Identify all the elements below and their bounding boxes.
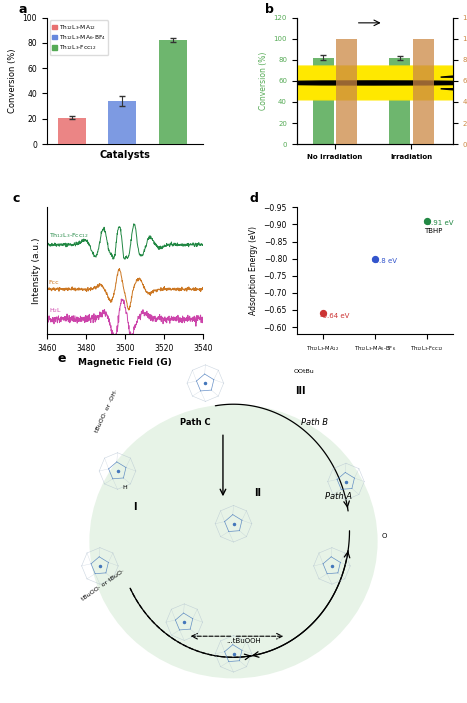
Text: H: H xyxy=(122,484,127,489)
Text: e: e xyxy=(58,352,66,364)
Bar xyxy=(108,101,136,144)
Bar xyxy=(313,58,333,144)
Text: -0.64 eV: -0.64 eV xyxy=(320,313,349,318)
Circle shape xyxy=(128,79,467,86)
Bar xyxy=(159,40,187,144)
Text: tBuOO· or tBuO·: tBuOO· or tBuO· xyxy=(81,569,126,602)
Circle shape xyxy=(240,81,467,85)
Text: Th$_{12}$L$_3$-Fcc$_{12}$: Th$_{12}$L$_3$-Fcc$_{12}$ xyxy=(49,231,89,240)
Y-axis label: Intensity (a.u.): Intensity (a.u.) xyxy=(32,238,41,304)
Legend: Th$_{12}$L$_3$-MA$_{12}$, Th$_{12}$L$_3$-MA$_6$-BF$_4$, Th$_{12}$L$_3$-Fcc$_{12}: Th$_{12}$L$_3$-MA$_{12}$, Th$_{12}$L$_3$… xyxy=(50,20,108,55)
X-axis label: Catalysts: Catalysts xyxy=(99,150,150,160)
Text: Fcc: Fcc xyxy=(49,280,59,285)
Bar xyxy=(336,39,357,144)
Text: ...tBuOOH: ...tBuOOH xyxy=(226,638,262,644)
Point xyxy=(423,215,431,226)
Text: tBuOO· or ·OH·: tBuOO· or ·OH· xyxy=(95,389,119,433)
Text: O: O xyxy=(382,533,387,538)
Bar xyxy=(58,117,86,144)
Ellipse shape xyxy=(89,404,378,678)
Circle shape xyxy=(0,66,467,100)
Text: b: b xyxy=(265,3,274,15)
Wedge shape xyxy=(441,86,467,96)
Text: a: a xyxy=(19,3,27,15)
Y-axis label: Conversion (%): Conversion (%) xyxy=(259,51,268,110)
Text: H$_2$L: H$_2$L xyxy=(49,306,62,314)
Bar xyxy=(389,58,410,144)
Point xyxy=(371,253,379,264)
Text: III: III xyxy=(295,386,305,396)
Text: c: c xyxy=(12,193,20,205)
Y-axis label: Adsorption Energy (eV): Adsorption Energy (eV) xyxy=(249,226,258,315)
Text: I: I xyxy=(134,502,137,512)
Text: TBHP: TBHP xyxy=(425,228,443,234)
Text: Path B: Path B xyxy=(301,418,328,427)
Text: -0.91 eV: -0.91 eV xyxy=(425,220,454,226)
Text: OOtBu: OOtBu xyxy=(293,368,314,373)
Text: Path A: Path A xyxy=(325,492,353,501)
Bar xyxy=(413,39,433,144)
Wedge shape xyxy=(0,78,7,88)
Point xyxy=(319,308,326,319)
Text: -0.8 eV: -0.8 eV xyxy=(372,258,397,264)
Text: d: d xyxy=(250,193,259,205)
Text: II: II xyxy=(255,488,262,498)
Wedge shape xyxy=(441,70,467,79)
Y-axis label: Conversion (%): Conversion (%) xyxy=(8,49,17,113)
Text: Path C: Path C xyxy=(179,418,210,427)
X-axis label: Magnetic Field (G): Magnetic Field (G) xyxy=(78,359,172,367)
